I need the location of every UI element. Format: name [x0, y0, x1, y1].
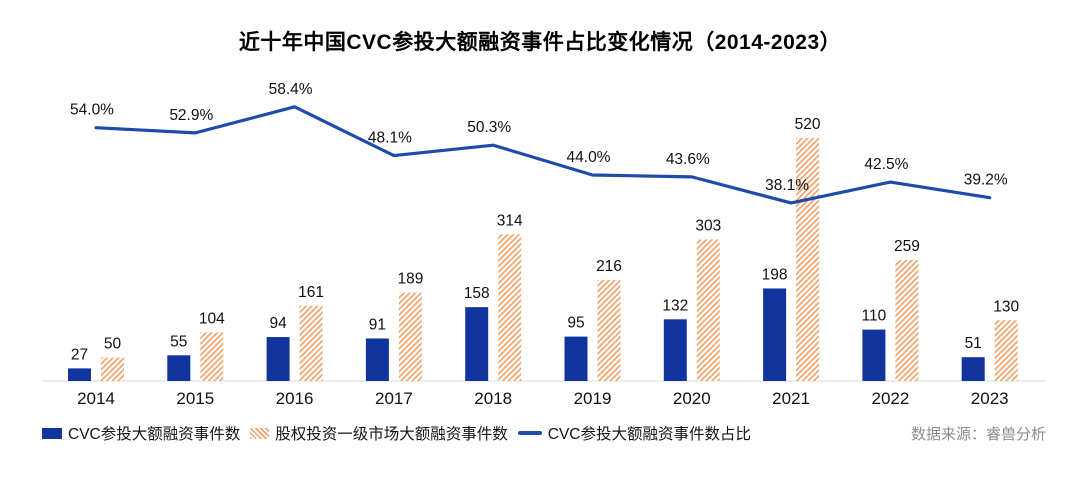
pct-line-swatch-icon — [517, 431, 542, 435]
year-tick-2017: 2017 — [375, 389, 413, 408]
year-tick-2019: 2019 — [574, 389, 612, 408]
year-tick-2016: 2016 — [276, 389, 314, 408]
bar-value-label-cvc-2017: 91 — [369, 316, 386, 333]
bar-market-2019 — [597, 280, 621, 381]
legend-item-pct-line: CVC参投大额融资事件数占比 — [517, 422, 751, 444]
x-axis: 2014 2015 2016 2017 2018 2019 2020 2021 2022 2023 — [42, 380, 1046, 408]
legend-label-cvc-bars: CVC参投大额融资事件数 — [68, 426, 241, 443]
bar-market-2017 — [398, 292, 422, 381]
bar-cvc-2015 — [167, 355, 191, 381]
pct-trend-line — [94, 105, 992, 205]
legend-label-pct-line: CVC参投大额融资事件数占比 — [547, 426, 751, 443]
legend-item-cvc-bars: CVC参投大额融资事件数 — [42, 422, 240, 444]
year-tick-2020: 2020 — [673, 389, 711, 408]
legend-item-market-bars: 股权投资一级市场大额融资事件数 — [250, 422, 508, 444]
market-bar-swatch-icon — [250, 427, 270, 439]
bar-cvc-2016 — [266, 337, 290, 381]
year-tick-2015: 2015 — [176, 389, 214, 408]
bar-market-2016 — [299, 305, 323, 381]
pct-value-label-2022: 42.5% — [864, 156, 908, 173]
bar-value-label-cvc-2021: 198 — [762, 266, 788, 283]
bar-value-label-market-2015: 104 — [199, 310, 225, 327]
bar-value-label-cvc-2014: 27 — [71, 346, 88, 363]
bar-cvc-2018 — [465, 307, 489, 381]
legend: CVC参投大额融资事件数 股权投资一级市场大额融资事件数 CVC参投大额融资事件… — [42, 422, 751, 444]
bar-value-label-market-2021: 520 — [795, 116, 821, 133]
pct-value-label-2018: 50.3% — [467, 119, 511, 136]
bar-value-label-market-2016: 161 — [298, 284, 324, 301]
bar-value-label-cvc-2016: 94 — [269, 315, 287, 332]
year-tick-2022: 2022 — [871, 389, 909, 408]
bar-cvc-2023 — [961, 357, 985, 381]
bar-value-label-cvc-2022: 110 — [862, 308, 887, 325]
bar-market-2021 — [796, 138, 820, 381]
bar-value-label-market-2017: 189 — [397, 271, 423, 288]
bar-cvc-2020 — [663, 319, 687, 381]
bar-cvc-2014 — [68, 368, 91, 381]
pct-value-label-2020: 43.6% — [666, 151, 710, 168]
bar-value-label-cvc-2015: 55 — [170, 333, 187, 350]
bar-value-label-cvc-2023: 51 — [965, 335, 982, 352]
year-tick-2021: 2021 — [772, 389, 810, 408]
pct-value-label-2023: 39.2% — [964, 172, 1008, 189]
labels-layer: 27 50 54.0% 55 104 52.9% 94 161 58.4% 91 189 48.1% 1… — [70, 81, 1019, 364]
line-layer — [94, 105, 992, 205]
bar-market-2015 — [200, 332, 224, 381]
bar-value-label-cvc-2020: 132 — [662, 297, 688, 314]
legend-row: CVC参投大额融资事件数 股权投资一级市场大额融资事件数 CVC参投大额融资事件… — [42, 421, 1046, 445]
bars-layer — [68, 138, 1018, 381]
bar-market-2014 — [101, 357, 124, 381]
bar-cvc-2019 — [564, 336, 588, 381]
bar-value-label-market-2023: 130 — [993, 298, 1019, 315]
bar-market-2018 — [498, 234, 522, 381]
data-source: 数据来源：睿兽分析 — [910, 425, 1046, 443]
bar-market-2022 — [895, 259, 919, 381]
pct-value-label-2021: 38.1% — [765, 177, 809, 194]
bar-value-label-cvc-2019: 95 — [567, 315, 584, 332]
cvc-bar-swatch-icon — [42, 427, 62, 439]
bar-value-label-market-2022: 259 — [894, 238, 920, 255]
bar-value-label-market-2019: 216 — [596, 258, 622, 275]
bar-market-2023 — [994, 320, 1018, 381]
pct-value-label-2016: 58.4% — [269, 81, 313, 98]
bar-value-label-cvc-2018: 158 — [464, 285, 490, 302]
year-tick-2018: 2018 — [474, 389, 512, 408]
bar-value-label-market-2014: 50 — [104, 336, 122, 353]
bar-cvc-2017 — [365, 338, 389, 381]
chart-title: 近十年中国CVC参投大额融资事件占比变化情况（2014-2023） — [238, 31, 842, 54]
bar-cvc-2021 — [763, 288, 787, 381]
bar-value-label-market-2020: 303 — [695, 217, 721, 234]
legend-label-market-bars: 股权投资一级市场大额融资事件数 — [275, 426, 508, 443]
bar-value-label-market-2018: 314 — [497, 212, 523, 229]
pct-value-label-2015: 52.9% — [169, 107, 213, 124]
pct-value-label-2014: 54.0% — [70, 102, 114, 119]
pct-value-label-2017: 48.1% — [368, 130, 412, 147]
bar-cvc-2022 — [862, 329, 886, 381]
year-tick-2014: 2014 — [77, 389, 115, 408]
year-tick-2023: 2023 — [971, 389, 1009, 408]
pct-value-label-2019: 44.0% — [567, 149, 611, 166]
bar-market-2020 — [696, 239, 720, 381]
